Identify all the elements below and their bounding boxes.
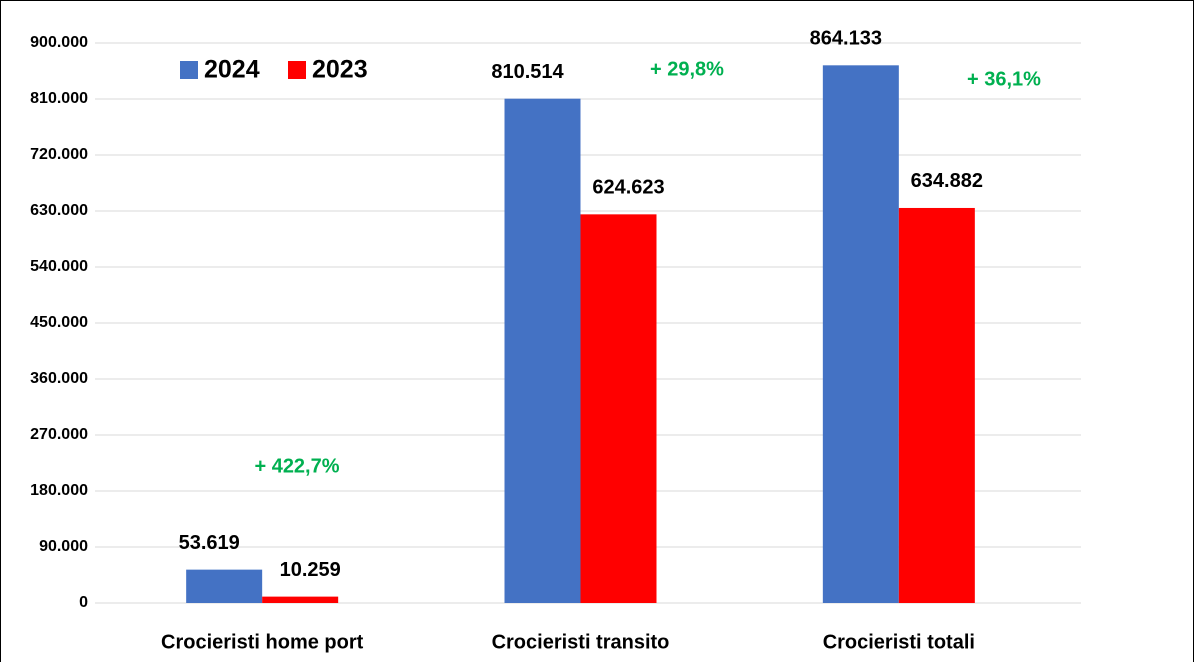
value-label: 53.619 bbox=[179, 532, 240, 554]
y-tick-label: 540.000 bbox=[30, 258, 88, 275]
y-tick-label: 0 bbox=[79, 594, 88, 611]
value-label: 10.259 bbox=[280, 559, 341, 581]
annotation: + 422,7% bbox=[254, 455, 339, 477]
y-tick-label: 270.000 bbox=[30, 426, 88, 443]
legend-label: 2023 bbox=[312, 56, 368, 84]
bar bbox=[186, 569, 263, 603]
y-tick-label: 180.000 bbox=[30, 482, 88, 499]
legend-label: 2024 bbox=[204, 56, 260, 84]
value-label: 864.133 bbox=[810, 28, 882, 50]
legend-swatch bbox=[180, 61, 198, 79]
y-tick-label: 810.000 bbox=[30, 90, 88, 107]
bar bbox=[262, 596, 339, 603]
legend-swatch bbox=[288, 61, 306, 79]
x-tick-label: Crocieristi home port bbox=[161, 631, 364, 653]
annotation: + 36,1% bbox=[967, 68, 1041, 90]
y-tick-label: 720.000 bbox=[30, 146, 88, 163]
value-label: 624.623 bbox=[592, 177, 664, 199]
y-tick-label: 360.000 bbox=[30, 370, 88, 387]
bar bbox=[898, 207, 975, 603]
y-tick-label: 630.000 bbox=[30, 202, 88, 219]
x-tick-label: Crocieristi totali bbox=[823, 631, 975, 653]
y-tick-label: 450.000 bbox=[30, 314, 88, 331]
y-tick-label: 90.000 bbox=[39, 538, 88, 555]
y-tick-label: 900.000 bbox=[30, 34, 88, 51]
value-label: 634.882 bbox=[911, 170, 983, 192]
x-tick-label: Crocieristi transito bbox=[492, 631, 670, 653]
bar bbox=[822, 65, 899, 603]
bar bbox=[504, 98, 581, 603]
bar bbox=[580, 214, 657, 603]
annotation: + 29,8% bbox=[650, 58, 724, 80]
value-label: 810.514 bbox=[491, 61, 564, 83]
